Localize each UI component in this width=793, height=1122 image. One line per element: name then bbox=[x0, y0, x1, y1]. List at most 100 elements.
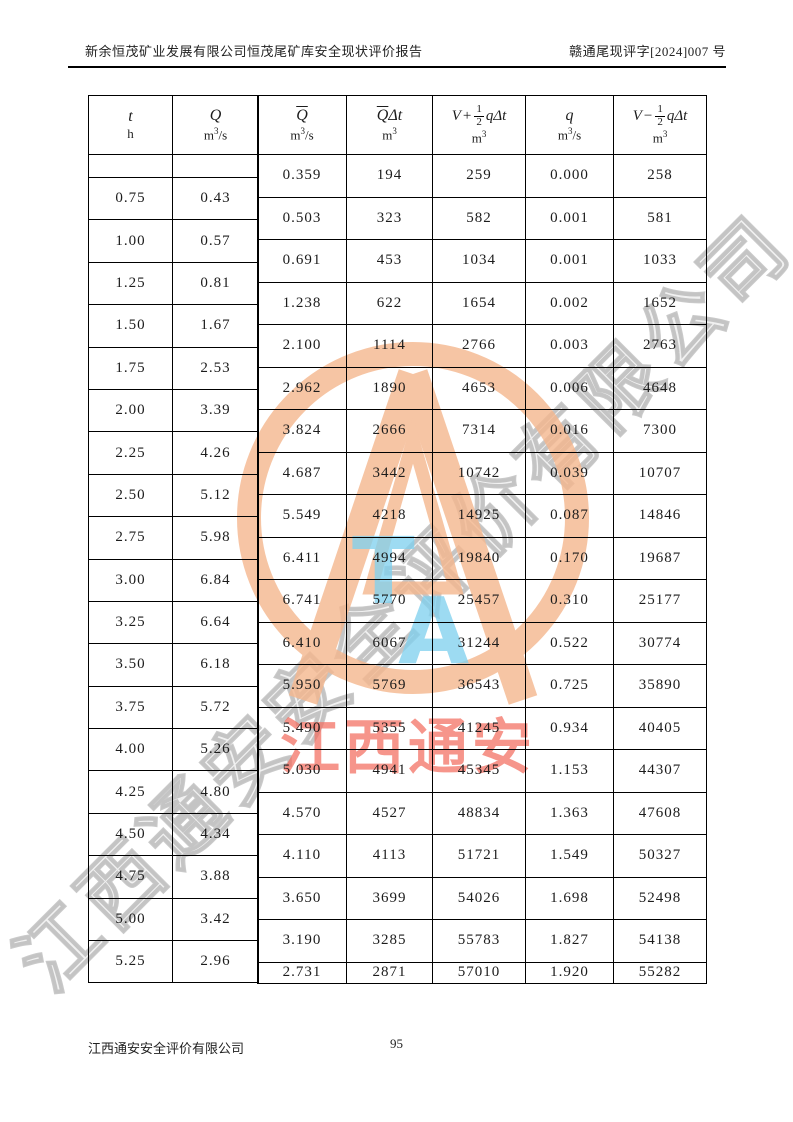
table-cell: 41245 bbox=[432, 706, 526, 750]
table-cell: 30774 bbox=[613, 621, 707, 665]
table-row: 4.00 5.26 bbox=[88, 728, 259, 772]
table-cell: 2.100 bbox=[257, 324, 347, 368]
table-row: 2.731 2871 57010 1.920 55282 bbox=[257, 961, 707, 984]
table-cell: 6.411 bbox=[257, 536, 347, 580]
table-cell: 55783 bbox=[432, 919, 526, 963]
table-row: 3.00 6.84 bbox=[88, 558, 259, 602]
column-header-v-plus-half-qdt: V +1 2 qΔt m3 bbox=[432, 95, 526, 155]
table-cell: 323 bbox=[346, 196, 433, 240]
table-cell: 3.824 bbox=[257, 409, 347, 453]
table-cell: 14846 bbox=[613, 494, 707, 538]
table-cell: 6.410 bbox=[257, 621, 347, 665]
table-row: 0.75 0.43 bbox=[88, 176, 259, 221]
table-cell: 19687 bbox=[613, 536, 707, 580]
table-cell: 47608 bbox=[613, 791, 707, 835]
table-cell: 3.190 bbox=[257, 919, 347, 963]
table-cell: 1.00 bbox=[88, 219, 173, 263]
table-cell: 1654 bbox=[432, 281, 526, 325]
table-row: 4.687 3442 10742 0.039 10707 bbox=[257, 451, 707, 495]
table-cell: 4.80 bbox=[172, 770, 259, 814]
table-cell: 4113 bbox=[346, 834, 433, 878]
table-cell: 0.006 bbox=[525, 366, 614, 410]
table-cell: 1114 bbox=[346, 324, 433, 368]
table-cell: 4.110 bbox=[257, 834, 347, 878]
table-cell: 1.50 bbox=[88, 304, 173, 348]
table-cell: 0.43 bbox=[172, 176, 259, 221]
table-cell: 10742 bbox=[432, 451, 526, 495]
table-cell: 5.98 bbox=[172, 516, 259, 560]
table-cell: 4.34 bbox=[172, 812, 259, 857]
table-cell: 5.00 bbox=[88, 897, 173, 942]
table-cell: 2.962 bbox=[257, 366, 347, 410]
table-row: 2.75 5.98 bbox=[88, 516, 259, 560]
table-row: 6.411 4994 19840 0.170 19687 bbox=[257, 536, 707, 580]
table-row: 3.50 6.18 bbox=[88, 643, 259, 687]
table-cell: 1652 bbox=[613, 281, 707, 325]
table-row: 4.110 4113 51721 1.549 50327 bbox=[257, 834, 707, 878]
table-cell: 1.698 bbox=[525, 876, 614, 920]
table-cell: 6.84 bbox=[172, 558, 259, 602]
table-cell: 3.42 bbox=[172, 897, 259, 942]
table-row: 1.25 0.81 bbox=[88, 261, 259, 306]
table-cell: 3285 bbox=[346, 919, 433, 963]
table-row: 1.00 0.57 bbox=[88, 219, 259, 263]
table-row: 5.950 5769 36543 0.725 35890 bbox=[257, 664, 707, 708]
table-cell: 4.00 bbox=[88, 728, 173, 772]
table-cell: 54138 bbox=[613, 919, 707, 963]
table-cell: 50327 bbox=[613, 834, 707, 878]
table-cell: 0.087 bbox=[525, 494, 614, 538]
page-number: 95 bbox=[390, 1036, 403, 1051]
table-cell: 3442 bbox=[346, 451, 433, 495]
table-row: 5.549 4218 14925 0.087 14846 bbox=[257, 494, 707, 538]
table-cell: 7300 bbox=[613, 409, 707, 453]
table-row: 4.570 4527 48834 1.363 47608 bbox=[257, 791, 707, 835]
table-cell: 2.53 bbox=[172, 346, 259, 390]
table-row: 5.490 5355 41245 0.934 40405 bbox=[257, 706, 707, 750]
table-row: 2.962 1890 4653 0.006 4648 bbox=[257, 366, 707, 410]
table-cell: 57010 bbox=[432, 961, 526, 984]
table-cell bbox=[172, 154, 259, 178]
column-header-q-outflow: q m3/s bbox=[525, 95, 614, 155]
table-cell: 4994 bbox=[346, 536, 433, 580]
table-cell: 2.50 bbox=[88, 473, 173, 518]
page-header: 新余恒茂矿业发展有限公司恒茂尾矿库安全现状评价报告 赣通尾现评字[2024]00… bbox=[68, 40, 726, 68]
table-cell: 1890 bbox=[346, 366, 433, 410]
table-row: 6.741 5770 25457 0.310 25177 bbox=[257, 579, 707, 623]
table-row: 1.238 622 1654 0.002 1652 bbox=[257, 281, 707, 325]
table-cell: 3.39 bbox=[172, 388, 259, 433]
right-table-body: 0.359 194 259 0.000 258 0.503 323 582 0.001 581 0.… bbox=[257, 154, 707, 984]
table-header-row: Q m3/s QΔt m3 V +1 2 qΔt m3 q bbox=[257, 95, 707, 155]
table-cell: 3.50 bbox=[88, 643, 173, 687]
table-cell: 0.81 bbox=[172, 261, 259, 306]
table-cell: 2766 bbox=[432, 324, 526, 368]
table-cell: 6.64 bbox=[172, 600, 259, 645]
table-cell: 2871 bbox=[346, 961, 433, 984]
flood-routing-table: t h Q m3/s 0.75 0.43 1.00 0.57 1.25 0.81 1.50 1… bbox=[88, 95, 708, 1010]
table-row: 2.50 5.12 bbox=[88, 473, 259, 518]
table-cell: 4218 bbox=[346, 494, 433, 538]
table-cell: 1.75 bbox=[88, 346, 173, 390]
column-header-q-mean: Q m3/s bbox=[257, 95, 347, 155]
right-columns-table: Q m3/s QΔt m3 V +1 2 qΔt m3 q bbox=[257, 95, 707, 984]
table-cell: 2.731 bbox=[257, 961, 347, 984]
table-cell: 35890 bbox=[613, 664, 707, 708]
table-row: 2.25 4.26 bbox=[88, 431, 259, 475]
table-cell: 7314 bbox=[432, 409, 526, 453]
table-cell: 3.650 bbox=[257, 876, 347, 920]
table-row: 3.25 6.64 bbox=[88, 600, 259, 645]
table-cell: 259 bbox=[432, 154, 526, 198]
table-row: 3.824 2666 7314 0.016 7300 bbox=[257, 409, 707, 453]
table-cell: 582 bbox=[432, 196, 526, 240]
table-cell: 1.25 bbox=[88, 261, 173, 306]
report-title: 新余恒茂矿业发展有限公司恒茂尾矿库安全现状评价报告 bbox=[85, 44, 423, 59]
table-cell: 5.490 bbox=[257, 706, 347, 750]
table-cell: 0.725 bbox=[525, 664, 614, 708]
table-cell: 31244 bbox=[432, 621, 526, 665]
table-cell: 2.00 bbox=[88, 388, 173, 433]
left-columns-table: t h Q m3/s 0.75 0.43 1.00 0.57 1.25 0.81 1.50 1… bbox=[88, 95, 259, 984]
table-cell: 1.153 bbox=[525, 749, 614, 793]
table-cell: 2.75 bbox=[88, 516, 173, 560]
table-cell: 19840 bbox=[432, 536, 526, 580]
table-cell: 0.691 bbox=[257, 239, 347, 283]
